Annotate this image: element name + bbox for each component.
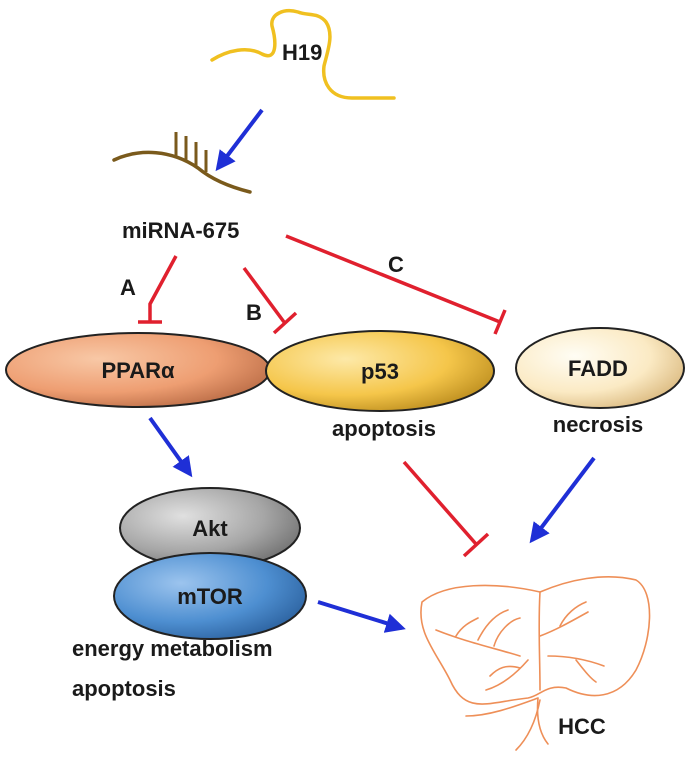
arrow-ppara-to-akt [148, 416, 193, 478]
fadd-label: FADD [568, 356, 628, 381]
akt-label: Akt [192, 516, 228, 541]
p53-effect-label: apoptosis [332, 416, 436, 441]
mtor-label: mTOR [177, 584, 243, 609]
mtor-node [113, 552, 307, 640]
inhibit-p53-to-hcc [402, 460, 490, 558]
mirna-label: miRNA-675 [122, 218, 239, 243]
fadd-effect-label: necrosis [553, 412, 644, 437]
inhibit-mirna-to-fadd [285, 234, 507, 335]
pathway-tag-c: C [388, 252, 404, 277]
hcc-label: HCC [558, 714, 606, 739]
ppara-label: PPARα [101, 358, 174, 383]
mirna-strand [112, 132, 252, 194]
p53-label: p53 [361, 359, 399, 384]
arrow-mtor-to-hcc [317, 600, 406, 633]
pathway-tag-b: B [246, 300, 262, 325]
h19-label: H19 [282, 40, 322, 65]
mtor-effect-label-2: apoptosis [72, 676, 176, 701]
mtor-effect-label-1: energy metabolism [72, 636, 273, 661]
fadd-node [515, 327, 685, 409]
arrow-fadd-to-hcc [529, 456, 596, 544]
liver-icon [420, 575, 651, 751]
pathway-tag-a: A [120, 275, 136, 300]
inhibit-mirna-to-p53 [242, 266, 298, 335]
inhibit-mirna-to-ppara [138, 255, 178, 324]
p53-node [265, 330, 495, 412]
arrow-h19-to-mirna [215, 108, 264, 172]
h19-rna-strand [210, 9, 396, 100]
